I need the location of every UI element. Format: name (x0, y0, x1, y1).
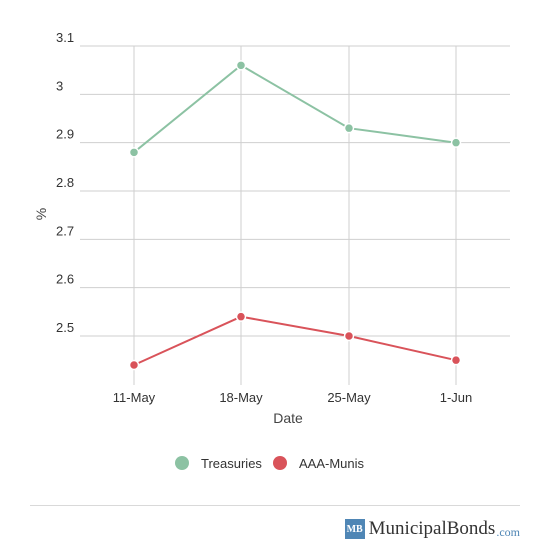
brand-logo: MB MunicipalBonds .com (344, 518, 520, 540)
y-tick-label: 2.5 (56, 320, 74, 335)
grid-lines (80, 45, 510, 385)
legend-label: Treasuries (201, 456, 262, 471)
y-axis-ticks: 2.5 2.6 2.7 2.8 2.9 3 3.1 (56, 30, 74, 335)
brand-badge-icon: MB (344, 519, 365, 539)
footer-divider (30, 505, 520, 506)
x-tick-label: 11-May (113, 390, 156, 405)
x-tick-label: 25-May (327, 390, 371, 405)
legend-marker (273, 456, 287, 470)
data-point (450, 354, 462, 366)
data-point (235, 311, 247, 322)
legend-label: AAA-Munis (299, 456, 365, 471)
x-axis-ticks: 11-May 18-May 25-May 1-Jun (113, 390, 472, 405)
x-tick-label: 18-May (219, 390, 263, 405)
data-point (128, 359, 140, 371)
data-point (343, 330, 355, 342)
x-axis-title: Date (273, 410, 303, 426)
brand-name: MunicipalBonds (368, 518, 496, 539)
y-tick-label: 2.6 (56, 272, 74, 287)
x-tick-label: 1-Jun (440, 390, 473, 405)
data-point (343, 122, 355, 134)
series-layer (128, 60, 462, 371)
series-line (133, 64, 457, 154)
y-tick-label: 3 (56, 78, 63, 93)
data-point (235, 60, 247, 71)
y-axis-title: % (33, 208, 49, 220)
y-tick-label: 2.8 (56, 175, 74, 190)
line-chart: 2.5 2.6 2.7 2.8 2.9 3 3.1 11-May 18-May 25-May 1-… (33, 30, 510, 471)
y-tick-label: 3.1 (56, 30, 74, 45)
series-line (133, 315, 457, 366)
y-tick-label: 2.9 (56, 127, 74, 142)
legend-marker (175, 456, 189, 470)
data-point (450, 137, 462, 148)
brand-tld: .com (496, 524, 520, 539)
y-tick-label: 2.7 (56, 223, 74, 238)
data-point (128, 147, 140, 158)
legend: Treasuries AAA-Munis (175, 456, 365, 471)
